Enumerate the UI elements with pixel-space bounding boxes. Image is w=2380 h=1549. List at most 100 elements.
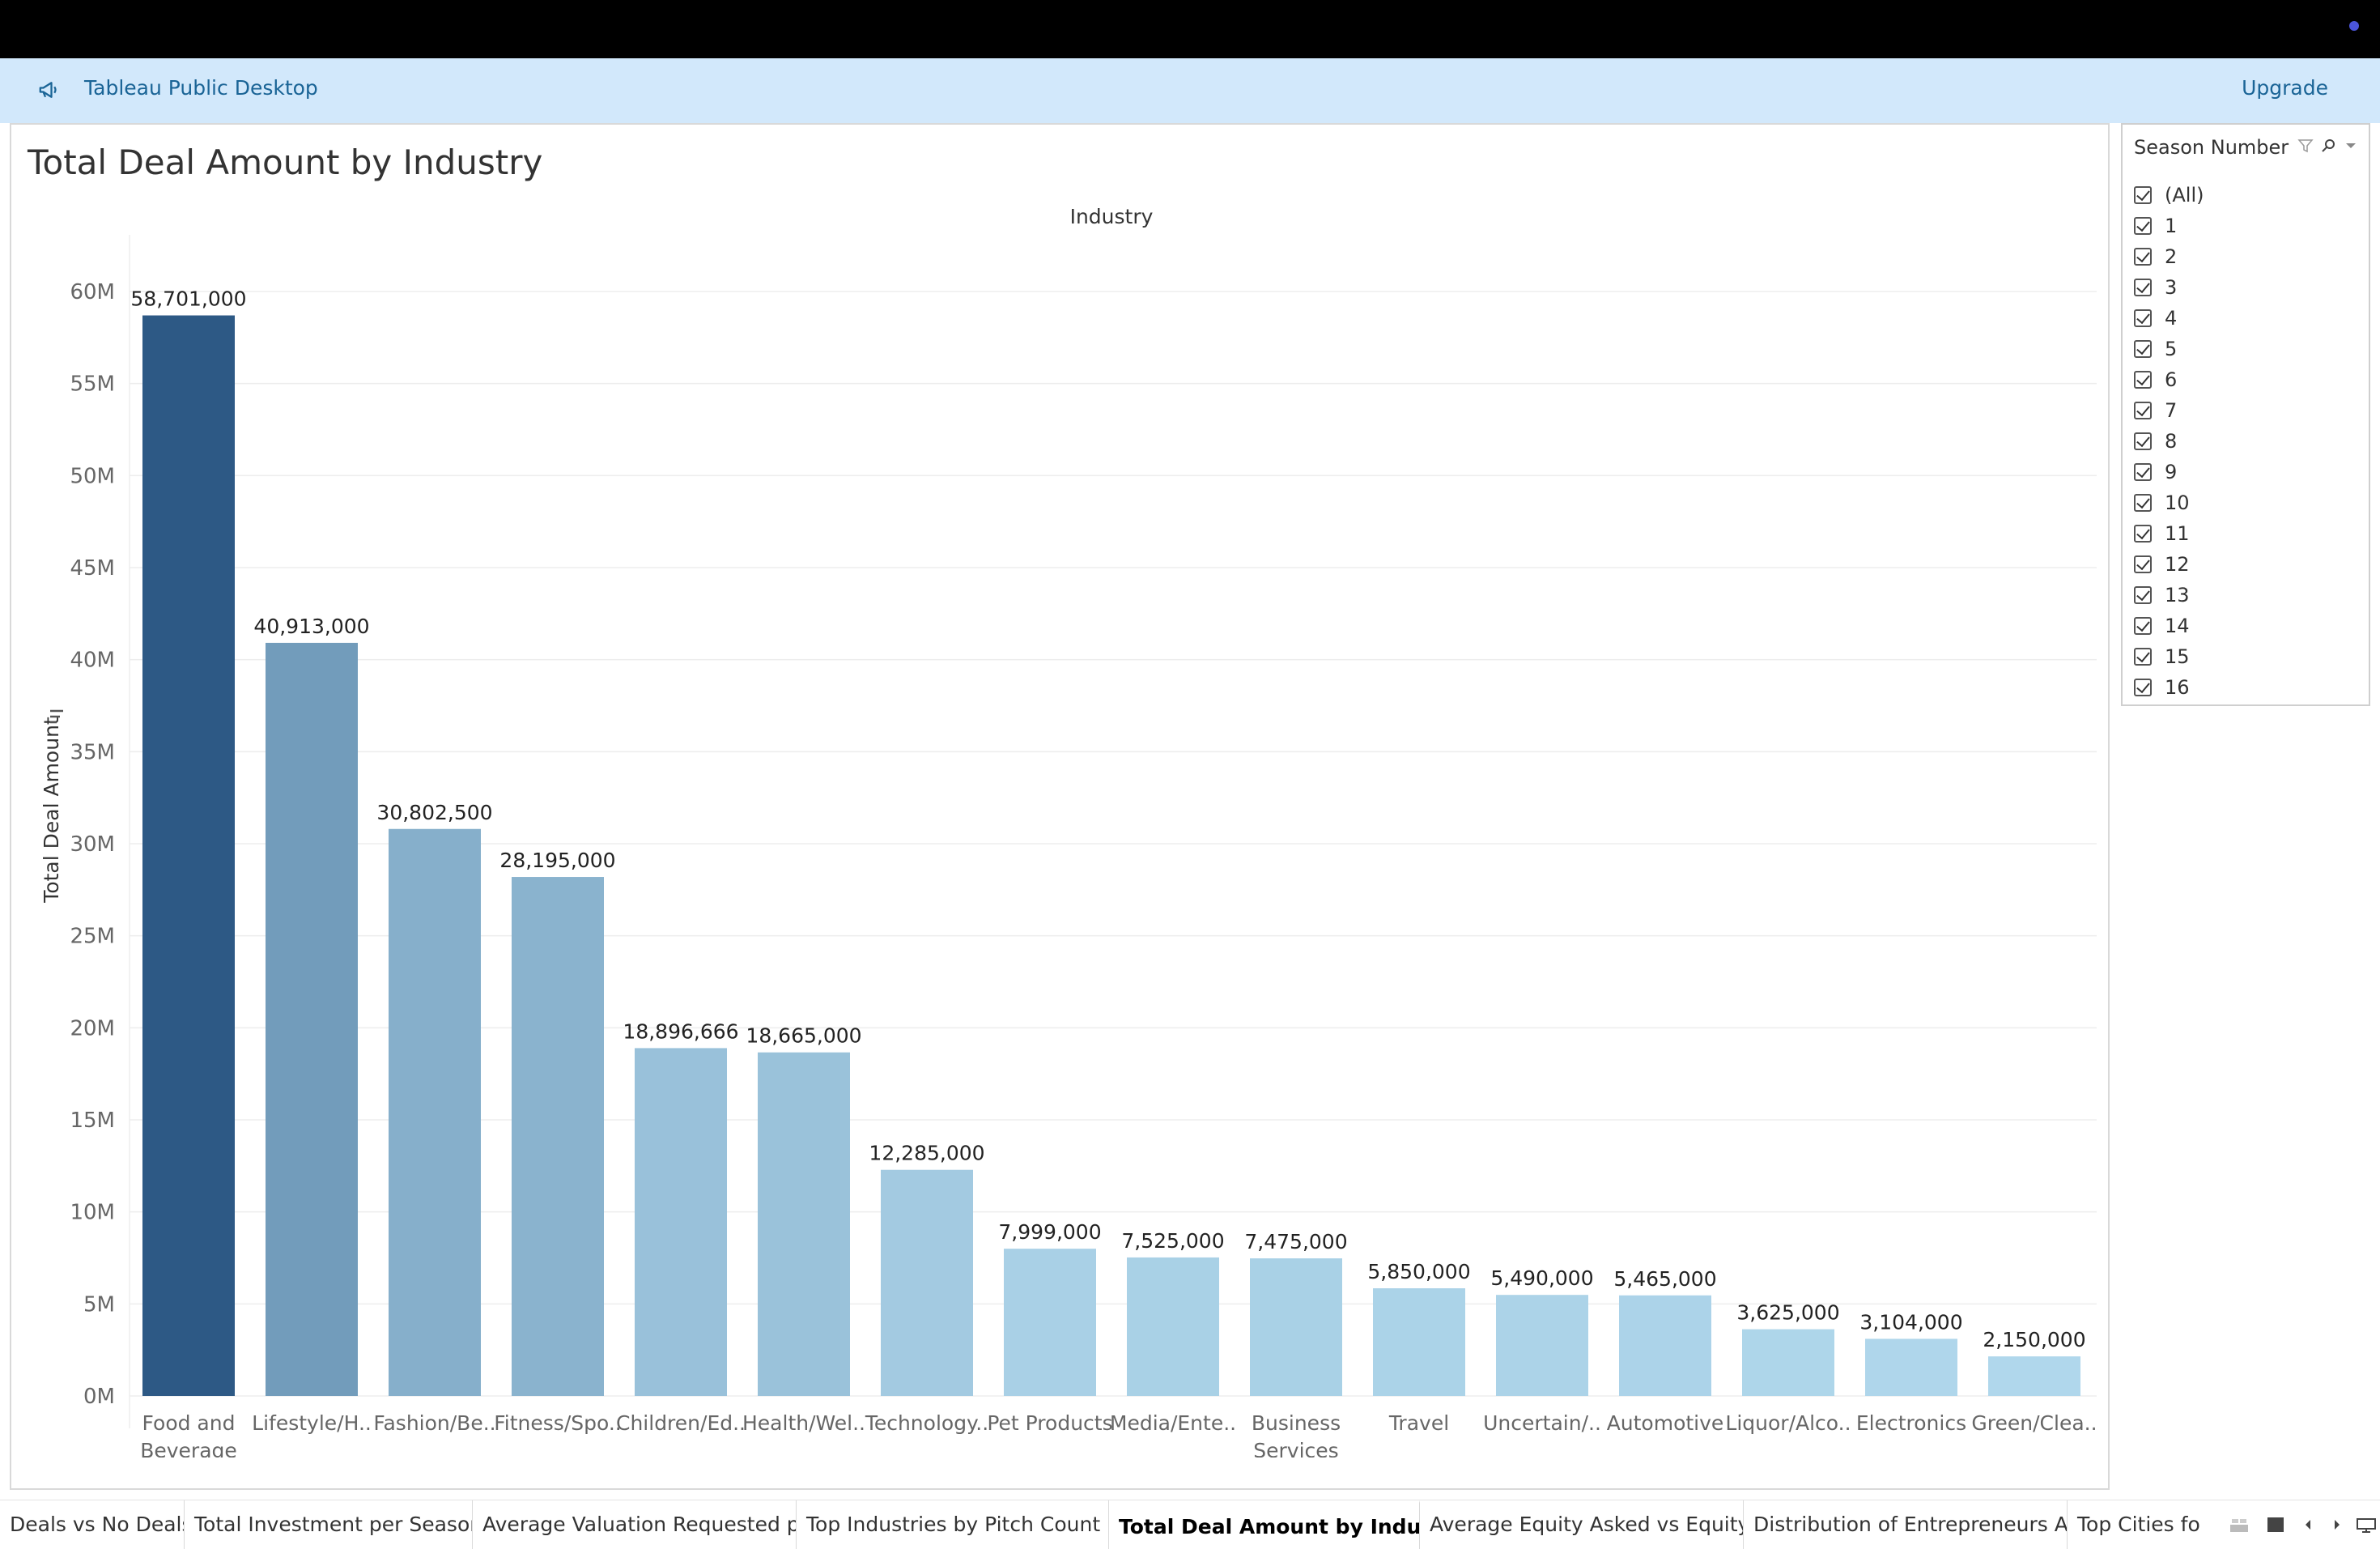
filter-option[interactable]: 15 — [2134, 641, 2204, 672]
filter-option-label: 1 — [2165, 215, 2178, 237]
x-tick-label: Technology.. — [865, 1411, 988, 1435]
checkbox-checked-icon[interactable] — [2134, 679, 2152, 696]
single-sheet-icon[interactable] — [2267, 1517, 2284, 1536]
filter-option[interactable]: 2 — [2134, 241, 2204, 272]
chevron-down-icon[interactable] — [2343, 138, 2359, 154]
data-label: 40,913,000 — [253, 615, 369, 638]
tab-navigation — [2202, 1500, 2380, 1549]
bar — [1619, 1295, 1711, 1396]
x-axis-title: Industry — [1070, 205, 1154, 228]
checkbox-checked-icon[interactable] — [2134, 617, 2152, 635]
funnel-icon[interactable] — [2297, 138, 2314, 154]
x-tick-label: Business — [1252, 1411, 1341, 1435]
data-label: 5,465,000 — [1613, 1267, 1716, 1291]
checkbox-checked-icon[interactable] — [2134, 217, 2152, 235]
filter-option-label: 3 — [2165, 276, 2178, 299]
y-tick-label: 35M — [70, 740, 115, 764]
bar — [635, 1048, 727, 1396]
checkbox-checked-icon[interactable] — [2134, 371, 2152, 389]
filter-option-label: 14 — [2165, 615, 2190, 637]
filter-option[interactable]: 6 — [2134, 364, 2204, 395]
sheet-tab[interactable]: Top Cities for E — [2068, 1500, 2205, 1549]
y-tick-label: 10M — [70, 1201, 115, 1225]
data-label: 2,150,000 — [1983, 1328, 2085, 1351]
x-tick-label: Health/Wel.. — [742, 1411, 865, 1435]
checkbox-checked-icon[interactable] — [2134, 432, 2152, 450]
filter-option[interactable]: 10 — [2134, 487, 2204, 518]
upgrade-link[interactable]: Upgrade — [2242, 76, 2328, 100]
sheet-tab[interactable]: Distribution of Entrepreneurs Av... — [1744, 1500, 2068, 1549]
data-label: 7,475,000 — [1244, 1230, 1347, 1253]
data-label: 7,999,000 — [998, 1220, 1101, 1244]
filter-option[interactable]: 4 — [2134, 303, 2204, 334]
page-title: Total Deal Amount by Industry — [28, 143, 543, 182]
filter-option[interactable]: (All) — [2134, 180, 2204, 211]
sheet-tab[interactable]: Total Deal Amount by Industry — [1109, 1500, 1420, 1549]
scroll-right-icon[interactable] — [2331, 1517, 2343, 1536]
y-tick-label: 5M — [83, 1292, 115, 1317]
bar — [1250, 1258, 1342, 1396]
window-titlebar — [0, 0, 2380, 58]
checkbox-checked-icon[interactable] — [2134, 279, 2152, 296]
filter-list: (All) 1 2 3 4 5 6 7 8 9 10 11 12 13 14 15 16 — [2134, 180, 2204, 703]
bar — [881, 1169, 973, 1396]
x-tick-label: Pet Products — [987, 1411, 1112, 1435]
sheet-tab[interactable]: Average Valuation Requested p... — [473, 1500, 797, 1549]
x-tick-label: Green/Clea.. — [1971, 1411, 2097, 1435]
checkbox-checked-icon[interactable] — [2134, 648, 2152, 666]
checkbox-checked-icon[interactable] — [2134, 463, 2152, 481]
y-tick-label: 20M — [70, 1016, 115, 1040]
checkbox-checked-icon[interactable] — [2134, 340, 2152, 358]
filter-option-label: 16 — [2165, 676, 2190, 699]
filter-option[interactable]: 5 — [2134, 334, 2204, 364]
megaphone-icon — [39, 82, 57, 98]
filter-option[interactable]: 12 — [2134, 549, 2204, 580]
sheet-tab[interactable]: Total Investment per Season — [185, 1500, 473, 1549]
sheet-tab[interactable]: Average Equity Asked vs Equity ... — [1420, 1500, 1744, 1549]
checkbox-checked-icon[interactable] — [2134, 586, 2152, 604]
sheet-tab[interactable]: Top Industries by Pitch Count — [797, 1500, 1109, 1549]
filter-option[interactable]: 3 — [2134, 272, 2204, 303]
filter-option[interactable]: 7 — [2134, 395, 2204, 426]
checkbox-checked-icon[interactable] — [2134, 525, 2152, 543]
sheet-tab-bar: Top Cities for EDistribution of Entrepre… — [0, 1500, 2380, 1549]
data-label: 28,195,000 — [499, 849, 615, 872]
filter-option-label: 8 — [2165, 430, 2178, 453]
checkbox-checked-icon[interactable] — [2134, 186, 2152, 204]
filter-option-label: (All) — [2165, 184, 2204, 206]
x-tick-label: Children/Ed.. — [616, 1411, 746, 1435]
checkbox-checked-icon[interactable] — [2134, 494, 2152, 512]
checkbox-checked-icon[interactable] — [2134, 248, 2152, 266]
filter-title: Season Number — [2134, 136, 2289, 159]
presentation-mode-icon[interactable] — [2356, 1517, 2377, 1536]
filter-option[interactable]: 13 — [2134, 580, 2204, 611]
x-tick-label: Liquor/Alco.. — [1725, 1411, 1851, 1435]
data-label: 30,802,500 — [376, 801, 492, 824]
data-label: 5,490,000 — [1490, 1266, 1593, 1290]
filter-option-label: 9 — [2165, 461, 2178, 483]
x-tick-label: Fashion/Be.. — [373, 1411, 495, 1435]
filter-option-label: 6 — [2165, 368, 2178, 391]
bar — [1988, 1356, 2080, 1396]
filter-option[interactable]: 16 — [2134, 672, 2204, 703]
filmstrip-icon[interactable] — [2229, 1517, 2249, 1536]
bar — [389, 828, 481, 1396]
filter-option[interactable]: 1 — [2134, 211, 2204, 241]
app-banner: Tableau Public Desktop Upgrade — [0, 58, 2380, 123]
filter-option[interactable]: 14 — [2134, 611, 2204, 641]
app-title: Tableau Public Desktop — [84, 76, 318, 100]
x-tick-label: Lifestyle/H.. — [252, 1411, 372, 1435]
checkbox-checked-icon[interactable] — [2134, 402, 2152, 419]
bar — [1496, 1295, 1588, 1396]
filter-option[interactable]: 8 — [2134, 426, 2204, 457]
checkbox-checked-icon[interactable] — [2134, 555, 2152, 573]
sheet-tab[interactable]: Deals vs No Deals — [0, 1500, 185, 1549]
bar — [1004, 1249, 1096, 1396]
y-tick-label: 30M — [70, 832, 115, 857]
filter-option[interactable]: 9 — [2134, 457, 2204, 487]
scroll-left-icon[interactable] — [2302, 1517, 2314, 1536]
checkbox-checked-icon[interactable] — [2134, 309, 2152, 327]
data-label: 18,665,000 — [746, 1024, 861, 1048]
filter-option[interactable]: 11 — [2134, 518, 2204, 549]
search-icon[interactable] — [2320, 138, 2336, 154]
